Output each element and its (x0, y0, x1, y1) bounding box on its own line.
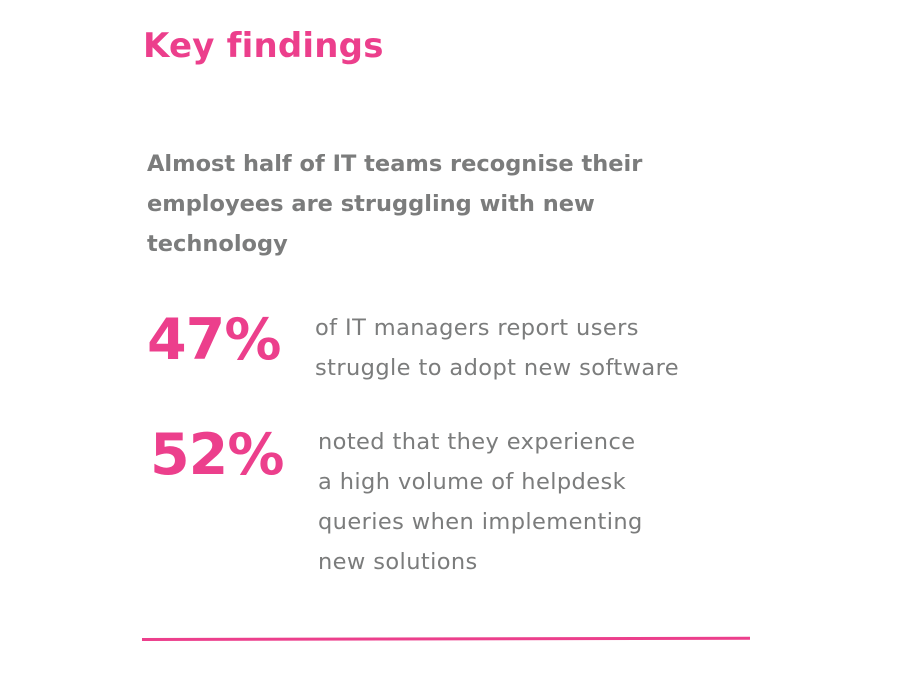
stat-description-line: a high volume of helpdesk (318, 469, 627, 495)
subheading-line: Almost half of IT teams recognise their (147, 151, 643, 177)
stat-description-line: queries when implementing (318, 509, 643, 535)
stat-value-47: 47% (147, 307, 281, 373)
subheading-line: employees are struggling with new (147, 191, 595, 217)
section-divider (141, 636, 751, 641)
stat-description-line: of IT managers report users (315, 315, 639, 341)
page-title: Key findings (143, 26, 384, 66)
findings-subheading: Almost half of IT teams recognise their … (147, 144, 747, 264)
stat-value-52: 52% (150, 422, 284, 488)
stat-description-47: of IT managers report users struggle to … (315, 308, 765, 388)
stat-description-52: noted that they experience a high volume… (318, 422, 738, 582)
stat-description-line: noted that they experience (318, 429, 636, 455)
stat-description-line: struggle to adopt new software (315, 355, 679, 381)
subheading-line: technology (147, 231, 288, 257)
stat-description-line: new solutions (318, 549, 478, 575)
